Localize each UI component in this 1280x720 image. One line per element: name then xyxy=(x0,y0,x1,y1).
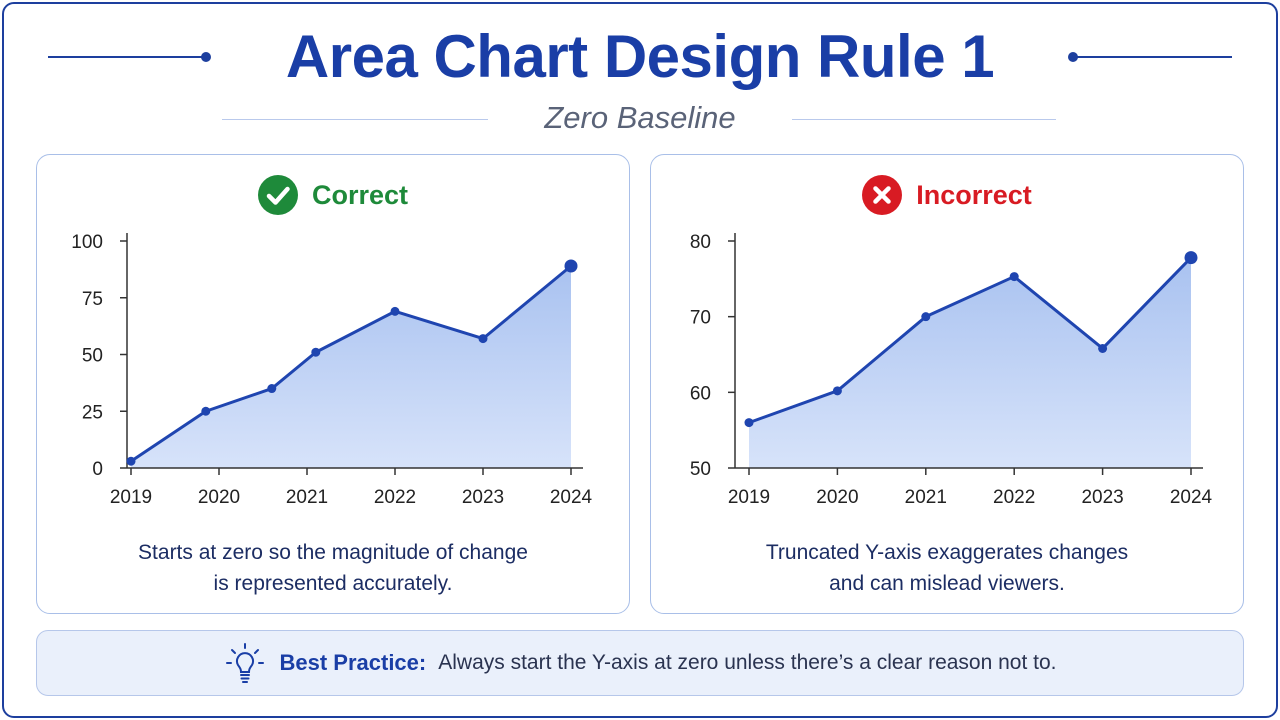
series-line xyxy=(748,256,1193,425)
truncated-axis-area-chart: 50 60 70 80 2019 2020 2021 2022 2023 2024 xyxy=(690,232,1213,508)
x-tick-label: 2019 xyxy=(728,487,770,508)
x-tick-label: 2022 xyxy=(993,487,1035,508)
title-rule-left xyxy=(48,56,206,58)
title-rule-right-dot xyxy=(1068,52,1078,62)
data-point xyxy=(478,334,488,344)
caption-line: Truncated Y-axis exaggerates changes xyxy=(765,541,1129,564)
title-rule-left-dot xyxy=(201,52,211,62)
data-point xyxy=(201,406,211,416)
page-title: Area Chart Design Rule 1 xyxy=(285,23,995,90)
x-tick-label: 2021 xyxy=(905,487,947,508)
y-tick-label: 60 xyxy=(690,383,711,404)
x-tick-label: 2023 xyxy=(1081,487,1123,508)
y-tick-label: 70 xyxy=(690,308,711,329)
area-fill xyxy=(749,257,1191,468)
data-point xyxy=(1009,272,1019,282)
correct-caption: Starts at zero so the magnitude of chang… xyxy=(67,537,599,599)
check-circle-icon xyxy=(257,175,298,215)
y-tick-label: 50 xyxy=(690,459,711,480)
zero-baseline-area-chart: 0 25 50 75 100 2019 2020 2021 2022 2023 2024 xyxy=(71,232,593,508)
x-tick-label: 2023 xyxy=(462,487,504,508)
data-point xyxy=(1184,251,1198,265)
verdict-incorrect: Incorrect xyxy=(651,175,1243,215)
best-practice-text: Always start the Y-axis at zero unless t… xyxy=(438,651,1057,674)
y-tick-label: 25 xyxy=(82,402,103,423)
x-tick-label: 2021 xyxy=(286,487,328,508)
x-tick-label: 2020 xyxy=(816,487,858,508)
title-rule-right xyxy=(1074,56,1232,58)
data-point xyxy=(564,259,578,273)
y-tick-label: 100 xyxy=(71,232,103,253)
best-practice-banner: Best Practice: Always start the Y-axis a… xyxy=(36,630,1244,696)
verdict-correct: Correct xyxy=(37,175,629,215)
subtitle-rule-left xyxy=(222,119,488,120)
data-point xyxy=(311,347,321,357)
y-tick-label: 80 xyxy=(690,232,711,253)
data-point xyxy=(267,384,277,394)
page-subtitle: Zero Baseline xyxy=(544,100,736,135)
data-point xyxy=(832,386,842,396)
area-fill xyxy=(131,265,571,468)
y-tick-label: 75 xyxy=(82,289,103,310)
correct-panel: Correct 0 25 50 75 100 2019 2020 2021 2022 2023 20… xyxy=(36,154,630,614)
x-tick-label: 2019 xyxy=(110,487,152,508)
y-tick-label: 50 xyxy=(82,346,103,367)
caption-line: and can mislead viewers. xyxy=(829,572,1065,595)
incorrect-panel: Incorrect 50 60 70 80 2019 2020 2021 2022 2023 20… xyxy=(650,154,1244,614)
y-tick-label: 0 xyxy=(92,459,103,480)
data-point xyxy=(390,306,400,316)
lightbulb-icon xyxy=(223,641,267,685)
x-tick-label: 2024 xyxy=(550,487,593,508)
data-point xyxy=(921,312,931,322)
data-point xyxy=(126,456,136,466)
x-tick-label: 2022 xyxy=(374,487,416,508)
best-practice-label: Best Practice: xyxy=(279,650,427,675)
x-tick-label: 2024 xyxy=(1170,487,1213,508)
data-point xyxy=(744,418,754,428)
data-point xyxy=(1098,343,1108,353)
caption-line: Starts at zero so the magnitude of chang… xyxy=(138,541,528,564)
incorrect-caption: Truncated Y-axis exaggerates changes and… xyxy=(681,537,1213,599)
x-circle-icon xyxy=(862,175,903,215)
subtitle-rule-right xyxy=(792,119,1056,120)
verdict-label: Correct xyxy=(311,179,409,210)
verdict-label: Incorrect xyxy=(916,179,1032,210)
caption-line: is represented accurately. xyxy=(213,572,453,595)
x-tick-label: 2020 xyxy=(198,487,240,508)
